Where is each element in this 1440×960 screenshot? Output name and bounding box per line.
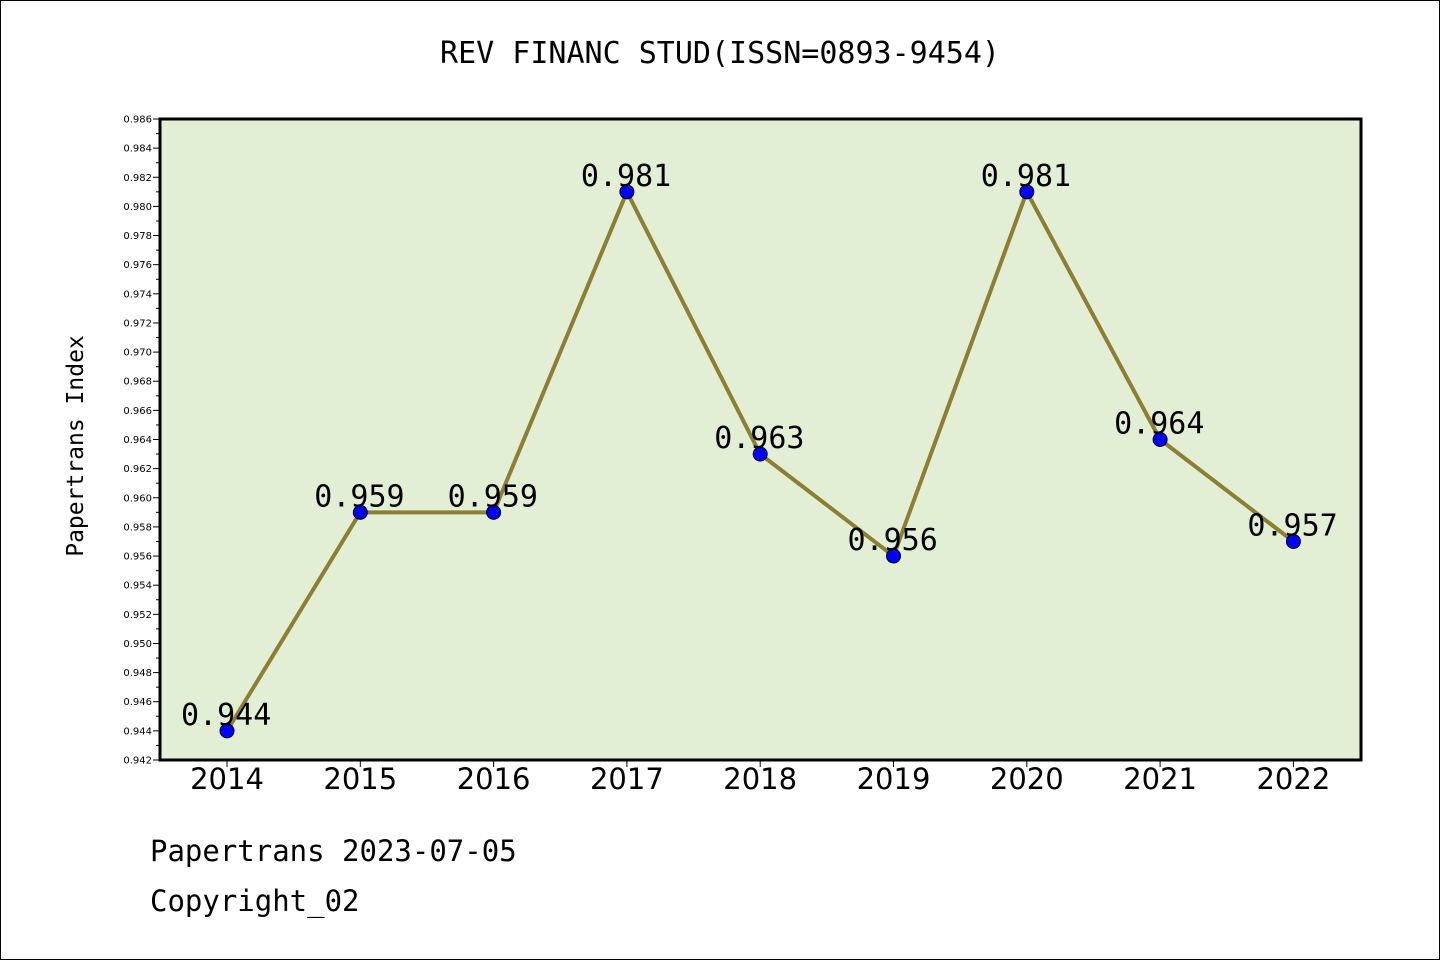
x-tick-label: 2018 [723, 762, 797, 796]
y-tick-label: 0.970 [123, 348, 152, 359]
data-label: 0.957 [1247, 508, 1337, 543]
data-point-marker [1019, 184, 1035, 200]
footer-copyright-text: Copyright_02 [150, 884, 360, 918]
chart-title: REV FINANC STUD(ISSN=0893-9454) [440, 36, 1000, 71]
data-label: 0.956 [848, 523, 938, 558]
y-tick-label: 0.968 [123, 377, 152, 388]
data-label: 0.981 [981, 159, 1071, 194]
x-tick-label: 2015 [323, 762, 397, 796]
data-label: 0.964 [1114, 407, 1204, 442]
data-label: 0.981 [581, 159, 671, 194]
data-label: 0.944 [181, 698, 271, 733]
y-tick-label: 0.942 [123, 756, 152, 767]
y-tick-label: 0.974 [123, 289, 152, 300]
data-point-marker [752, 446, 768, 462]
y-tick-label: 0.944 [123, 726, 152, 737]
y-tick-label: 0.960 [123, 493, 152, 504]
data-label: 0.959 [314, 479, 404, 514]
y-tick-label: 0.980 [123, 202, 152, 213]
x-tick-label: 2020 [990, 762, 1064, 796]
y-tick-label: 0.984 [123, 144, 152, 155]
y-tick-label: 0.972 [123, 318, 152, 329]
footer-date-text: Papertrans 2023-07-05 [150, 834, 517, 868]
y-tick-label: 0.978 [123, 231, 152, 242]
y-tick-label: 0.964 [123, 435, 152, 446]
data-label: 0.959 [448, 479, 538, 514]
y-tick-label: 0.982 [123, 173, 152, 184]
x-axis: 2014 2015 2016 2017 2018 2019 2020 2021 2022 [190, 760, 1330, 796]
x-tick-label: 2016 [457, 762, 531, 796]
y-tick-label: 0.986 [123, 115, 152, 126]
x-tick-label: 2019 [857, 762, 931, 796]
y-tick-label: 0.966 [123, 406, 152, 417]
x-tick-label: 2017 [590, 762, 664, 796]
x-tick-label: 2014 [190, 762, 264, 796]
data-point-marker [219, 723, 235, 739]
y-tick-label: 0.962 [123, 464, 152, 475]
data-point-marker [1152, 432, 1168, 447]
y-tick-label: 0.948 [123, 668, 152, 679]
data-point-marker [486, 504, 502, 520]
y-tick-label: 0.950 [123, 639, 152, 650]
y-tick-label: 0.958 [123, 522, 152, 533]
data-label-group: 0.944 0.959 0.959 0.981 0.963 0.956 0.981 0.964… [181, 159, 1338, 733]
y-tick-label: 0.976 [123, 260, 152, 271]
series-line-group [219, 184, 1301, 739]
y-axis: 0.942 0.944 0.946 0.948 0.950 0.952 0.954 0.956… [123, 115, 160, 767]
y-tick-label: 0.956 [123, 552, 152, 563]
y-tick-label: 0.954 [123, 581, 152, 592]
data-point-marker [619, 184, 635, 200]
data-point-marker [352, 504, 368, 520]
data-point-marker [886, 548, 901, 564]
y-tick-label: 0.946 [123, 697, 152, 708]
x-tick-label: 2021 [1123, 762, 1197, 796]
data-label: 0.963 [714, 421, 804, 456]
data-point-marker [1285, 533, 1301, 549]
y-tick-label: 0.952 [123, 610, 152, 621]
x-tick-label: 2022 [1256, 762, 1330, 796]
